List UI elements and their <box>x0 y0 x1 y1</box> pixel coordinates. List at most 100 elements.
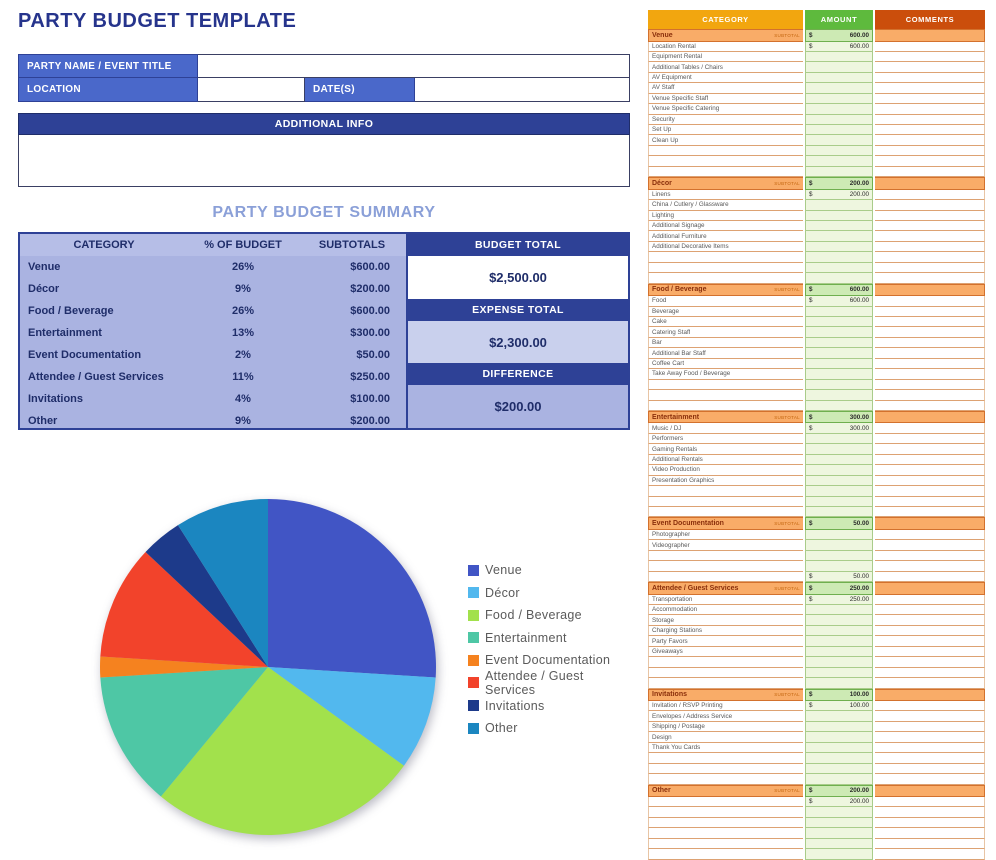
item-comments-cell[interactable] <box>875 701 985 712</box>
item-amount-cell[interactable]: $300.00 <box>805 423 873 434</box>
item-comments-cell[interactable] <box>875 465 985 476</box>
item-amount-cell[interactable]: $200.00 <box>805 189 873 201</box>
item-comments-cell[interactable] <box>875 828 985 839</box>
summary-subtotal-cell[interactable]: $200.00 <box>350 415 390 427</box>
item-amount-cell[interactable] <box>805 807 873 818</box>
item-amount-cell[interactable] <box>805 252 873 263</box>
summary-category-cell[interactable]: Venue <box>28 261 61 273</box>
item-comments-cell[interactable] <box>875 423 985 434</box>
item-category-cell[interactable] <box>648 166 803 178</box>
item-comments-cell[interactable] <box>875 496 985 507</box>
summary-category-cell[interactable]: Food / Beverage <box>28 305 114 317</box>
item-category-cell[interactable]: Additional Bar Staff <box>648 348 803 359</box>
item-category-cell[interactable] <box>648 273 803 284</box>
item-amount-cell[interactable] <box>805 390 873 401</box>
summary-subtotal-cell[interactable]: $600.00 <box>350 261 390 273</box>
item-comments-cell[interactable] <box>875 667 985 679</box>
summary-pct-cell[interactable]: 13% <box>231 327 255 339</box>
party-name-input[interactable] <box>198 54 630 78</box>
item-comments-cell[interactable] <box>875 646 985 658</box>
item-comments-cell[interactable] <box>875 390 985 401</box>
item-category-cell[interactable] <box>648 252 803 263</box>
item-comments-cell[interactable] <box>875 774 985 785</box>
item-amount-cell[interactable] <box>805 72 873 84</box>
item-comments-cell[interactable] <box>875 433 985 445</box>
item-comments-cell[interactable] <box>875 93 985 105</box>
summary-pct-cell[interactable]: 2% <box>235 349 251 361</box>
item-category-cell[interactable]: Additional Decorative Items <box>648 241 803 253</box>
item-amount-cell[interactable] <box>805 62 873 73</box>
item-amount-cell[interactable] <box>805 51 873 63</box>
section-subtotal-cell[interactable]: $600.00 <box>805 283 873 297</box>
item-amount-cell[interactable] <box>805 306 873 317</box>
item-comments-cell[interactable] <box>875 327 985 338</box>
item-comments-cell[interactable] <box>875 125 985 136</box>
item-amount-cell[interactable] <box>805 231 873 242</box>
item-comments-cell[interactable] <box>875 317 985 328</box>
item-category-cell[interactable]: Music / DJ <box>648 423 803 434</box>
section-comments-cell[interactable] <box>875 517 985 530</box>
item-amount-cell[interactable]: $50.00 <box>805 571 873 583</box>
summary-subtotal-cell[interactable]: $600.00 <box>350 305 390 317</box>
item-amount-cell[interactable] <box>805 838 873 850</box>
item-amount-cell[interactable] <box>805 200 873 211</box>
section-comments-cell[interactable] <box>875 410 985 424</box>
item-amount-cell[interactable] <box>805 475 873 487</box>
item-comments-cell[interactable] <box>875 210 985 221</box>
item-comments-cell[interactable] <box>875 400 985 411</box>
item-amount-cell[interactable] <box>805 636 873 647</box>
item-amount-cell[interactable]: $600.00 <box>805 296 873 307</box>
item-amount-cell[interactable] <box>805 337 873 349</box>
item-amount-cell[interactable] <box>805 454 873 466</box>
item-amount-cell[interactable] <box>805 753 873 764</box>
section-category-cell[interactable]: Entertainment SUBTOTAL <box>648 410 803 424</box>
item-comments-cell[interactable] <box>875 763 985 775</box>
item-amount-cell[interactable] <box>805 327 873 338</box>
item-comments-cell[interactable] <box>875 262 985 274</box>
item-comments-cell[interactable] <box>875 337 985 349</box>
summary-category-cell[interactable]: Attendee / Guest Services <box>28 371 164 383</box>
item-comments-cell[interactable] <box>875 444 985 455</box>
item-amount-cell[interactable] <box>805 93 873 105</box>
item-category-cell[interactable]: Shipping / Postage <box>648 721 803 733</box>
item-amount-cell[interactable] <box>805 317 873 328</box>
item-category-cell[interactable] <box>648 145 803 157</box>
summary-pct-cell[interactable]: 9% <box>235 283 251 295</box>
section-category-cell[interactable]: Attendee / Guest Services SUBTOTAL <box>648 582 803 595</box>
item-comments-cell[interactable] <box>875 369 985 380</box>
item-amount-cell[interactable] <box>805 817 873 829</box>
item-amount-cell[interactable] <box>805 135 873 146</box>
item-amount-cell[interactable]: $100.00 <box>805 701 873 712</box>
item-category-cell[interactable]: Beverage <box>648 306 803 317</box>
item-amount-cell[interactable] <box>805 125 873 136</box>
item-category-cell[interactable]: Gaming Rentals <box>648 444 803 455</box>
item-amount-cell[interactable] <box>805 379 873 391</box>
item-category-cell[interactable] <box>648 561 803 572</box>
section-category-cell[interactable]: Other SUBTOTAL <box>648 784 803 797</box>
summary-subtotal-cell[interactable]: $50.00 <box>356 349 390 361</box>
total-value-cell[interactable]: $200.00 <box>408 385 628 429</box>
item-amount-cell[interactable] <box>805 433 873 445</box>
item-comments-cell[interactable] <box>875 379 985 391</box>
summary-pct-cell[interactable]: 4% <box>235 393 251 405</box>
item-category-cell[interactable] <box>648 678 803 689</box>
item-comments-cell[interactable] <box>875 475 985 487</box>
item-category-cell[interactable]: Bar <box>648 337 803 349</box>
item-category-cell[interactable] <box>648 390 803 401</box>
item-amount-cell[interactable] <box>805 625 873 637</box>
item-comments-cell[interactable] <box>875 358 985 370</box>
item-amount-cell[interactable] <box>805 358 873 370</box>
item-category-cell[interactable] <box>648 828 803 839</box>
item-amount-cell[interactable]: $600.00 <box>805 41 873 52</box>
item-category-cell[interactable]: Photographer <box>648 529 803 541</box>
item-amount-cell[interactable] <box>805 262 873 274</box>
item-amount-cell[interactable] <box>805 465 873 476</box>
item-amount-cell[interactable] <box>805 646 873 658</box>
item-amount-cell[interactable] <box>805 496 873 507</box>
item-category-cell[interactable] <box>648 774 803 785</box>
item-comments-cell[interactable] <box>875 145 985 157</box>
item-comments-cell[interactable] <box>875 348 985 359</box>
item-comments-cell[interactable] <box>875 797 985 808</box>
item-category-cell[interactable]: Accommodation <box>648 605 803 616</box>
section-category-cell[interactable]: Event Documentation SUBTOTAL <box>648 517 803 530</box>
